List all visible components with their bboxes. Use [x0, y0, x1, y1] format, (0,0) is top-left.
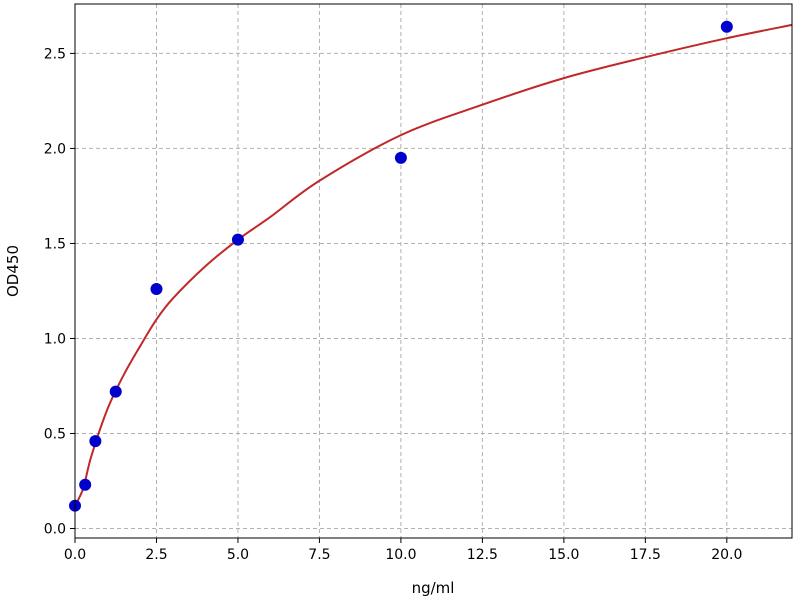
data-point [109, 385, 122, 398]
y-ticks: 0.0 0.5 1.0 1.5 2.0 2.5 [44, 46, 75, 537]
y-tick-label: 1.0 [44, 331, 66, 347]
y-tick-label: 0.5 [44, 426, 66, 442]
data-point [150, 283, 163, 296]
data-point [720, 20, 733, 33]
x-axis-label: ng/ml [412, 579, 455, 597]
y-tick-label: 2.0 [44, 141, 66, 157]
x-tick-label: 10.0 [385, 547, 416, 563]
data-points [69, 20, 733, 512]
x-ticks: 0.0 2.5 5.0 7.5 10.0 12.5 15.0 17.5 20.0 [64, 538, 742, 563]
x-tick-label: 12.5 [467, 547, 498, 563]
x-tick-label: 20.0 [711, 547, 742, 563]
plot-frame [74, 3, 793, 539]
x-tick-label: 15.0 [548, 547, 579, 563]
data-point [394, 151, 407, 164]
grid [74, 4, 792, 538]
y-tick-label: 1.5 [44, 236, 66, 252]
x-tick-label: 0.0 [64, 547, 86, 563]
data-point [79, 478, 92, 491]
y-tick-label: 0.0 [44, 521, 66, 537]
x-tick-label: 5.0 [227, 547, 249, 563]
data-point [231, 233, 244, 246]
data-point [89, 435, 102, 448]
x-tick-label: 7.5 [308, 547, 330, 563]
y-tick-label: 2.5 [44, 46, 66, 62]
y-axis-label: OD450 [4, 245, 22, 297]
x-tick-label: 17.5 [630, 547, 661, 563]
x-tick-label: 2.5 [145, 547, 167, 563]
